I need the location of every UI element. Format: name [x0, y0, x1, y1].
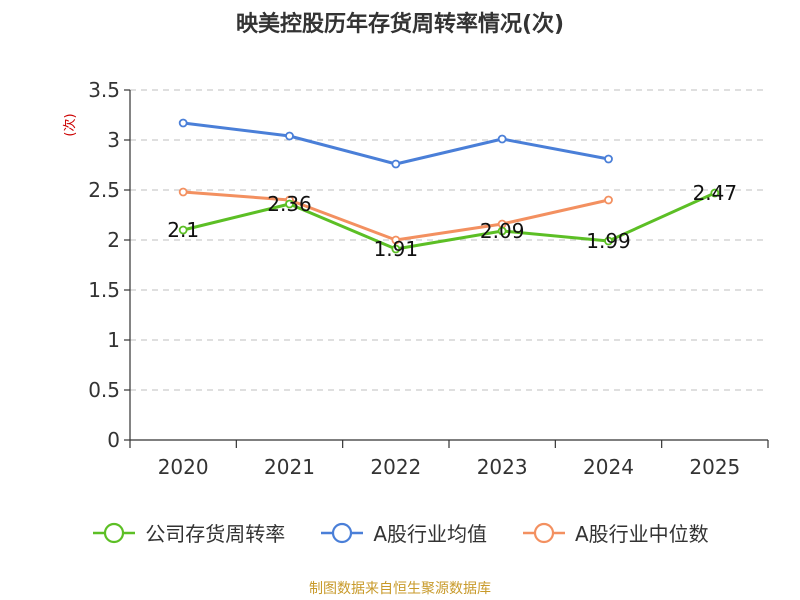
y-tick-label: 3	[107, 128, 120, 152]
y-tick-label: 0	[107, 428, 120, 452]
data-point-1	[391, 159, 401, 169]
data-label: 1.99	[586, 229, 631, 253]
y-tick-label: 1.5	[88, 278, 120, 302]
legend-item-1[interactable]: A股行业均值	[319, 518, 487, 547]
data-label: 1.91	[374, 237, 419, 261]
data-point-1	[178, 118, 188, 128]
data-point-1	[285, 131, 294, 141]
x-tick-label: 2020	[158, 455, 209, 479]
legend-marker-icon	[523, 522, 565, 543]
data-point-0	[178, 225, 188, 235]
data-label: 2.09	[480, 219, 525, 243]
data-label: 2.36	[267, 192, 312, 216]
legend-item-2[interactable]: A股行业中位数	[521, 518, 709, 547]
data-point-0	[497, 226, 507, 236]
data-point-0	[285, 199, 294, 209]
data-point-1	[604, 154, 613, 164]
legend-marker-icon	[321, 522, 364, 543]
series-line-1	[182, 121, 609, 166]
legend-label: A股行业中位数	[575, 522, 709, 546]
data-point-0	[604, 236, 613, 246]
data-point-2	[178, 187, 188, 197]
y-axis-label: (次)	[62, 113, 78, 136]
y-tick-label: 0.5	[88, 378, 120, 402]
series-line-2	[183, 190, 609, 242]
x-tick-label: 2025	[689, 455, 740, 479]
x-tick-label: 2024	[583, 455, 634, 479]
data-point-0	[710, 188, 720, 198]
legend-marker-icon	[93, 522, 136, 543]
chart-title: 映美控股历年存货周转率情况(次)	[235, 12, 565, 37]
y-tick-label: 2	[107, 228, 120, 252]
data-point-2	[391, 235, 401, 245]
legend-item-0[interactable]: 公司存货周转率	[91, 518, 285, 547]
y-tick-label: 2.5	[88, 178, 120, 202]
x-tick-label: 2023	[477, 455, 528, 479]
data-point-2	[604, 195, 613, 205]
y-tick-label: 1	[107, 328, 120, 352]
legend-label: 公司存货周转率	[145, 522, 286, 546]
data-label: 2.47	[693, 181, 738, 205]
data-point-0	[391, 244, 401, 254]
legend: 公司存货周转率 A股行业均值 A股行业中位数	[0, 518, 800, 547]
data-point-1	[497, 134, 507, 144]
source-note: 制图数据来自恒生聚源数据库	[309, 581, 491, 597]
data-label: 2.1	[167, 218, 199, 242]
series-line-0	[182, 191, 716, 251]
x-tick-label: 2021	[264, 455, 315, 479]
y-tick-label: 3.5	[88, 78, 120, 102]
legend-label: A股行业均值	[373, 522, 487, 546]
x-tick-label: 2022	[370, 455, 421, 479]
